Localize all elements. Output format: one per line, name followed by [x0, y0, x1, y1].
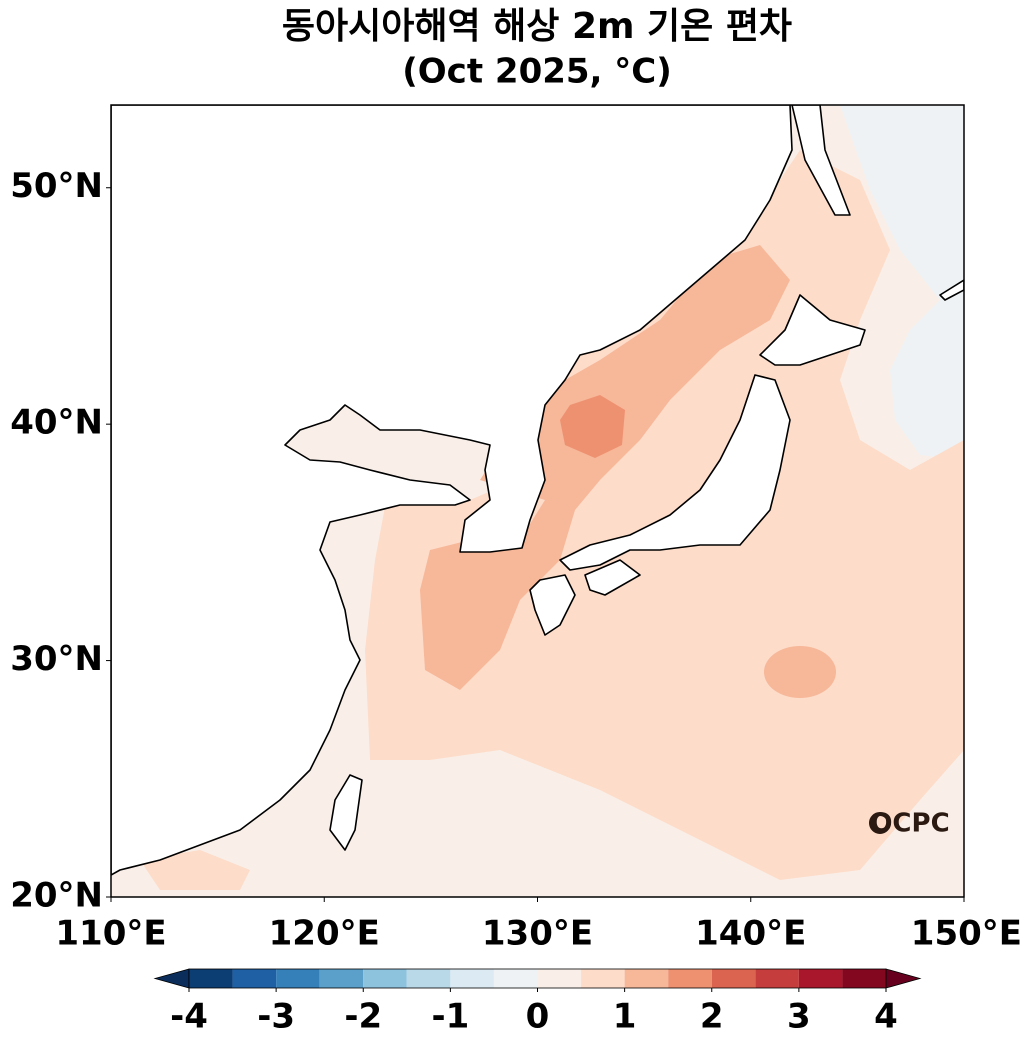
- colorbar-bin: [711, 969, 756, 988]
- shikoku: [584, 559, 641, 596]
- logo: OCPC: [869, 809, 950, 839]
- colorbar-bin: [406, 969, 451, 988]
- y-tick-label: 20°N: [10, 876, 103, 916]
- sakhalin: [791, 105, 851, 216]
- colorbar-bin: [842, 969, 886, 988]
- extend-low: [153, 968, 190, 989]
- colorbar-bin: [624, 969, 669, 988]
- colorbar-tick-label: 4: [874, 997, 898, 1037]
- colorbar-tick-label: -2: [344, 997, 382, 1037]
- colorbar-bin: [798, 969, 843, 988]
- map-field: [111, 105, 964, 897]
- x-tick-label: 150°E: [911, 914, 1022, 954]
- x-tick-label: 120°E: [269, 914, 380, 954]
- extend-high: [885, 968, 922, 989]
- x-tick-label: 110°E: [55, 914, 166, 954]
- colorbar-bin: [319, 969, 364, 988]
- y-tick-label: 30°N: [10, 639, 103, 679]
- kuril: [939, 279, 964, 301]
- hokkaido: [759, 294, 866, 366]
- colorbar-tick-label: 0: [526, 997, 550, 1037]
- y-tick-label: 50°N: [10, 166, 103, 206]
- colorbar-tick-label: 2: [700, 997, 724, 1037]
- colorbar-bin: [537, 969, 582, 988]
- logo-text: OCPC: [870, 809, 949, 839]
- kyushu: [529, 574, 576, 636]
- mainland-coast: [111, 105, 793, 876]
- x-tick-label: 140°E: [695, 914, 806, 954]
- colorbar-tick-label: -4: [170, 997, 208, 1037]
- colorbar-bin: [189, 969, 233, 988]
- colorbar-bin: [232, 969, 277, 988]
- warm-patch: [764, 646, 836, 698]
- honshu: [559, 374, 791, 571]
- warm-region: [140, 850, 250, 890]
- colorbar-bin: [755, 969, 799, 988]
- cool-patch: [840, 105, 964, 460]
- warm-core: [560, 395, 625, 458]
- x-tick-label: 130°E: [482, 914, 593, 954]
- logo-ring: [869, 812, 891, 834]
- colorbar-bin: [581, 969, 625, 988]
- colorbar-tick-label: -1: [431, 997, 469, 1037]
- taiwan: [329, 774, 363, 851]
- colorbar-bin: [450, 969, 494, 988]
- colorbar-bin: [363, 969, 407, 988]
- warm-band: [420, 245, 790, 690]
- colorbar-bin: [493, 969, 538, 988]
- colorbar-bin: [668, 969, 712, 988]
- title: 동아시아해역 해상 2m 기온 편차: [282, 6, 792, 47]
- axes: 110°E 120°E 130°E 140°E 150°E 20°N 30°N 40°N 50°…: [10, 166, 1022, 953]
- colorbar-tick-label: -3: [257, 997, 295, 1037]
- colorbar-tick-label: 1: [613, 997, 637, 1037]
- subtitle: (Oct 2025, °C): [402, 52, 672, 92]
- colorbar-tick-label: 3: [787, 997, 811, 1037]
- colorbar-bin: [276, 969, 320, 988]
- colorbar: -4 -3 -2 -1 0 1 2 3 4: [153, 968, 922, 1037]
- y-tick-label: 40°N: [10, 403, 103, 443]
